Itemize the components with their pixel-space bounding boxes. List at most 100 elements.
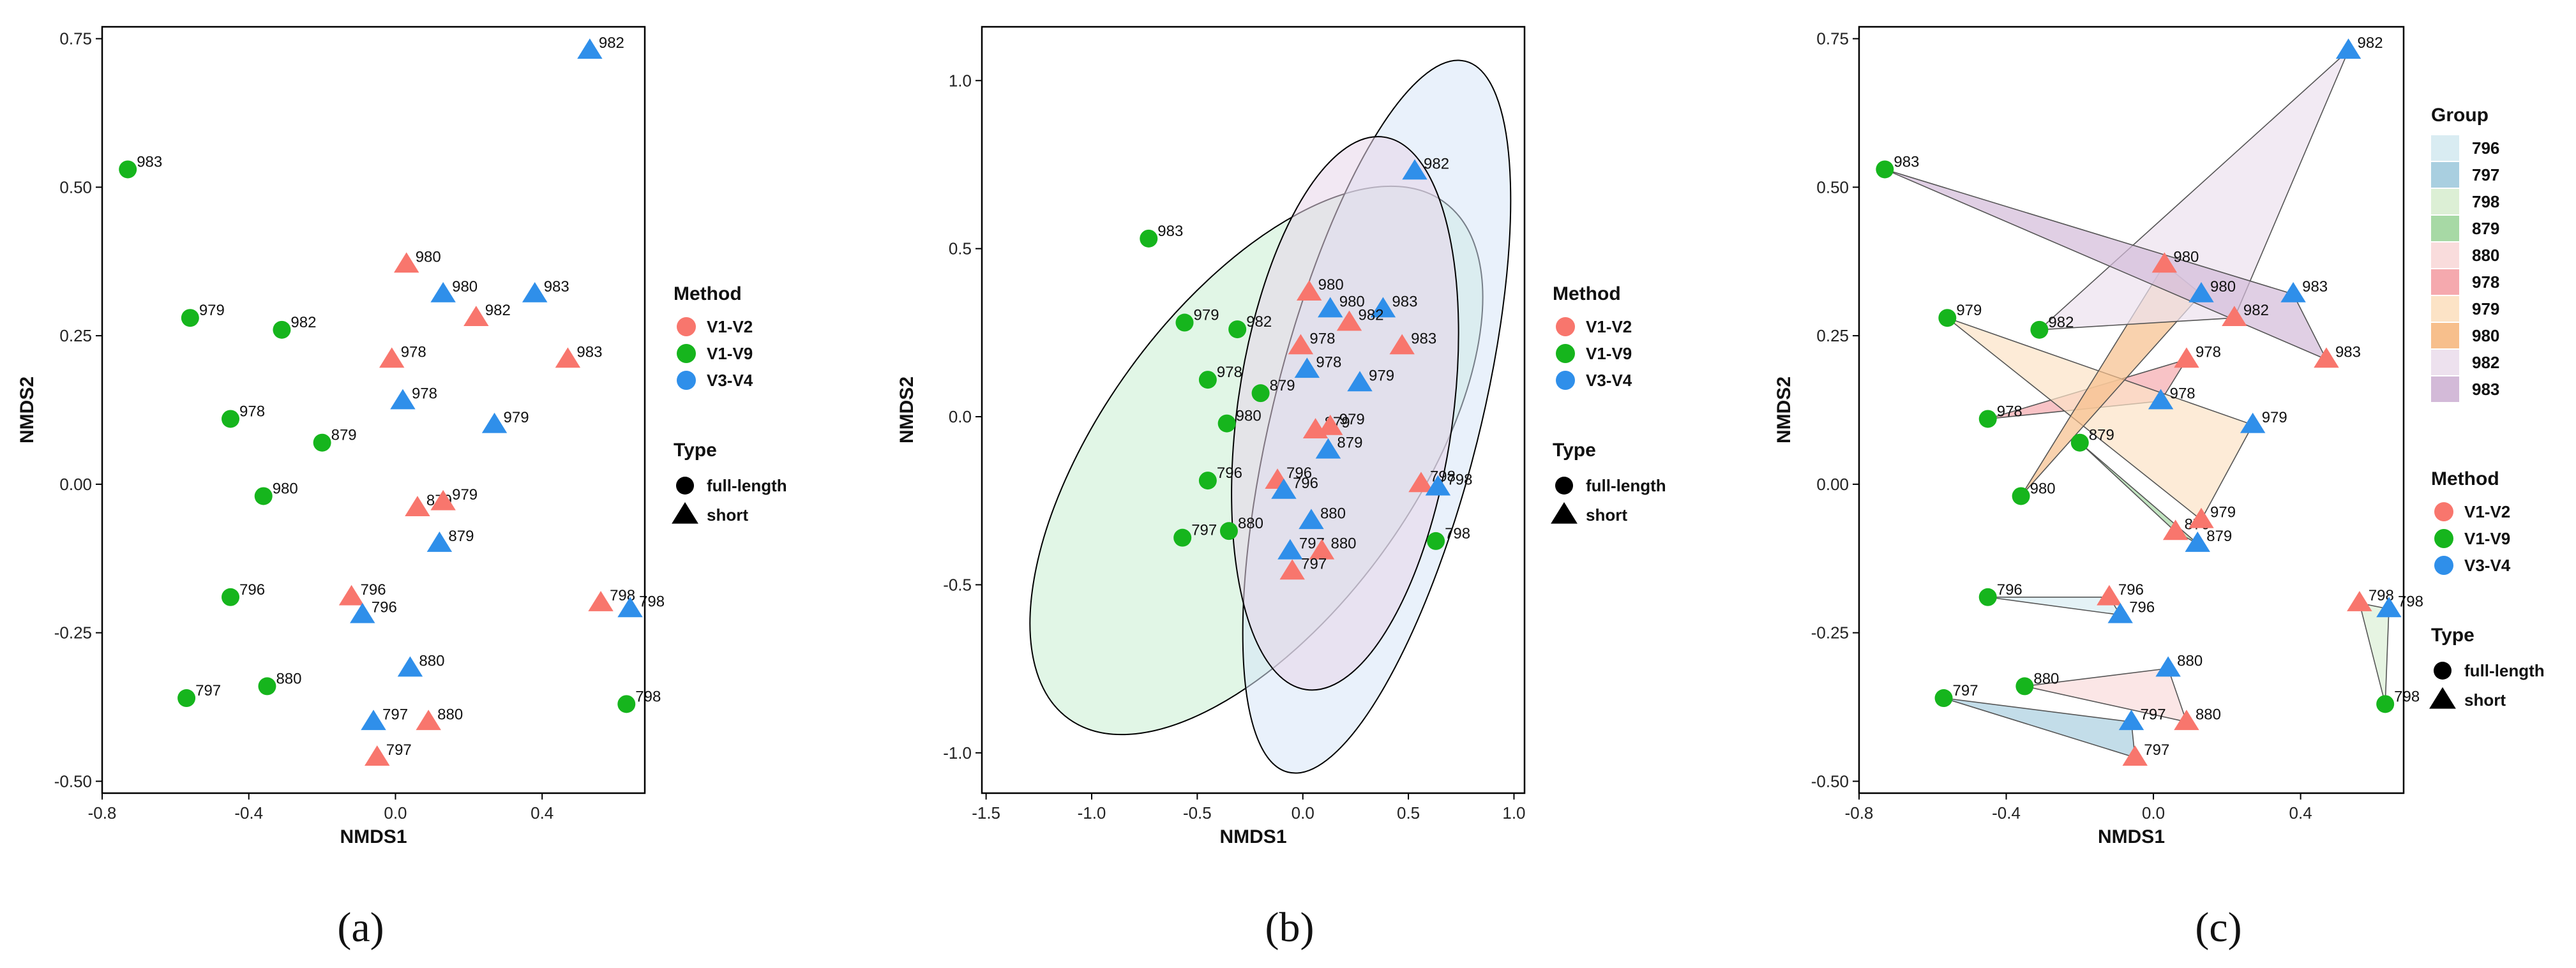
point-980-v3-v4 [430,281,456,302]
point-label: 797 [386,741,412,759]
point-label: 982 [2243,302,2269,319]
point-label: 796 [1997,581,2022,599]
legend-method-key-v1-v2 [2434,502,2453,521]
y-axis-title: NMDS2 [896,376,917,443]
point-label: 979 [199,302,225,319]
legend-group-swatch-978 [2431,269,2459,295]
point-879-v1-v9 [313,433,331,452]
point-label: 797 [382,706,408,723]
point-983-v1-v2 [2314,347,2339,368]
x-tick-label: 0.0 [2142,803,2165,823]
legend-type-triangle-key [2429,687,2456,709]
hull-796 [1987,596,2121,616]
point-label: 978 [1217,364,1242,381]
point-label: 880 [1238,515,1263,532]
point-978-v1-v2 [2174,347,2199,368]
point-879-v1-v9 [2070,433,2089,452]
legend-method-title: Method [674,283,742,304]
legend-type-triangle-key [1551,502,1578,524]
point-layer: 982 983 980 980 983 979 982 982 978 983 978 978 979 8… [119,34,665,766]
legend-type-short: short [707,505,748,525]
panel-label: (b) [1265,904,1314,951]
point-label: 880 [419,652,444,669]
point-980-v3-v4 [2188,281,2214,302]
legend-2: Group 796 797 798 879 880 978 979 980 982 983 Metho… [2429,105,2545,710]
x-axis-title: NMDS1 [340,826,407,847]
point-798-v1-v2 [2347,591,2372,611]
point-label: 796 [239,581,265,599]
y-tick-label: 0.00 [1816,475,1849,494]
point-879-v3-v4 [426,532,453,552]
legend-group-879: 879 [2472,219,2499,238]
point-label: 879 [331,427,357,444]
point-980-v1-v9 [254,487,273,505]
x-tick-label: 0.4 [2289,803,2312,823]
point-label: 983 [1894,153,1919,170]
point-label: 983 [2302,278,2328,295]
point-978-v1-v2 [379,347,405,368]
point-983-v3-v4 [522,281,548,302]
hull-983 [1885,168,2328,361]
y-tick-label: -1.0 [943,743,972,763]
x-tick-label: -0.8 [1845,803,1874,823]
point-979-v1-v2 [1317,414,1343,435]
legend-type-title: Type [1553,440,1596,461]
point-label: 980 [416,248,441,265]
point-880-v1-v9 [2015,677,2034,696]
point-label: 978 [1309,330,1335,347]
point-797-v1-v9 [1934,689,1953,708]
point-879-v1-v2 [2162,519,2188,540]
point-label: 983 [1157,223,1183,240]
legend-group-swatch-879 [2431,216,2459,241]
point-982-v1-v2 [1336,310,1362,331]
point-label: 983 [1392,293,1417,310]
point-label: 978 [412,385,437,403]
point-label: 983 [137,153,162,170]
legend-method-key-v1-v9 [1556,344,1575,363]
hull-layer [1885,50,2390,759]
point-983-v3-v4 [2280,281,2306,302]
point-979-v3-v4 [481,412,508,433]
point-797-v1-v9 [177,689,196,708]
point-798-v1-v2 [588,591,614,611]
panel-0: 982 983 980 980 983 979 982 982 978 983 978 978 979 8… [17,26,665,951]
point-label: 980 [452,278,478,295]
legend-method-key-v3-v4 [2434,556,2453,575]
panel-2: 982 983 980 980 983 979 982 982 978 983 978 978 979 8… [1774,26,2423,951]
legend-group-979: 979 [2472,299,2499,318]
y-tick-label: -0.50 [54,771,92,791]
hull-982 [2038,50,2349,331]
point-978-v1-v2 [1288,334,1314,355]
point-797-v1-v2 [1279,559,1305,580]
point-880-v1-v2 [416,710,441,731]
legend-type-full-length: full-length [2464,661,2545,680]
point-label: 983 [544,278,569,295]
panel-label: (c) [2195,904,2241,951]
plot-frame [981,26,1526,794]
point-label: 980 [2030,480,2056,497]
x-tick-label: -0.4 [234,803,263,823]
point-label: 879 [2206,528,2232,545]
point-label: 983 [1411,330,1436,347]
point-797-v1-v2 [2122,745,2148,766]
legend-type-title: Type [674,440,717,461]
legend-group-swatch-798 [2431,189,2459,214]
point-880-v3-v4 [397,656,423,677]
legend-type-circle-key [1555,477,1573,495]
legend-method-title: Method [2431,468,2499,489]
point-982-v1-v9 [273,320,291,339]
point-982-v3-v4 [2335,38,2361,59]
point-978-v3-v4 [390,389,416,410]
point-798-v3-v4 [2376,597,2402,618]
legend-0: Method V1-V2 V1-V9 V3-V4 Type full-length shor… [672,283,787,525]
point-879-v3-v4 [2185,532,2210,552]
point-label: 982 [2048,314,2074,331]
point-label: 983 [2335,343,2361,361]
legend-method-key-v1-v9 [677,344,696,363]
point-983-v1-v9 [119,160,137,179]
legend-method-v3-v4: V3-V4 [2464,556,2511,575]
point-879-v1-v2 [405,496,430,516]
point-797-v3-v4 [2118,710,2144,731]
point-label: 797 [195,682,221,699]
